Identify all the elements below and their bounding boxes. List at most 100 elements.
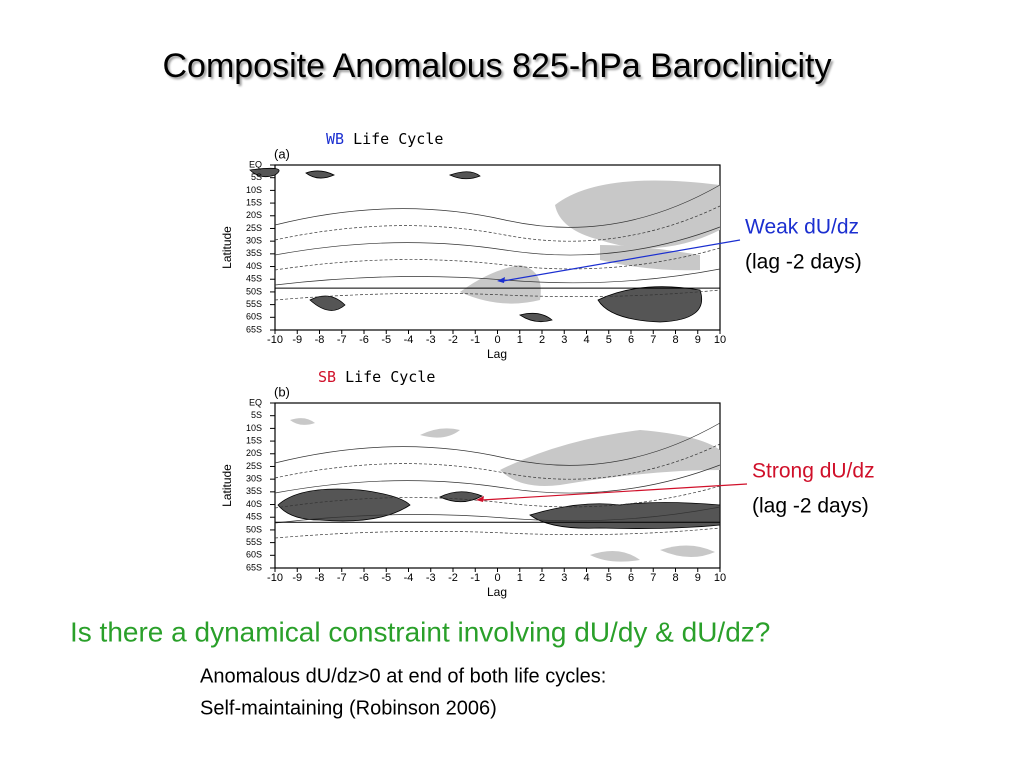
lag-tick-label: -2: [448, 334, 458, 346]
lag-tick-label: 9: [695, 334, 701, 346]
strong-region: [448, 171, 481, 180]
lag-tick-label: 10: [714, 334, 726, 346]
lat-tick-label: 45S: [246, 512, 262, 522]
lag-tick-label: -6: [359, 334, 369, 346]
lat-tick-label: 25S: [246, 461, 262, 471]
slide-title: Composite Anomalous 825-hPa Baroclinicit…: [162, 47, 831, 85]
lat-tick-label: 20S: [246, 210, 262, 220]
lat-tick-label: 60S: [246, 550, 262, 560]
lat-tick-label: 40S: [246, 499, 262, 509]
plot-area: [274, 402, 721, 569]
contour: [274, 443, 721, 480]
lat-tick-label: 55S: [246, 299, 262, 309]
lat-tick-label: 25S: [246, 223, 262, 233]
contour: [274, 527, 721, 539]
lag-tick-label: 4: [583, 572, 589, 584]
lag-tick-label: 2: [539, 572, 545, 584]
lat-tick-label: 45S: [246, 274, 262, 284]
annotation: (lag -2 days): [745, 251, 862, 274]
lat-tick-label: 35S: [246, 248, 262, 258]
lag-tick-label: 9: [695, 572, 701, 584]
lat-tick-label: 15S: [246, 435, 262, 445]
strong-region: [439, 491, 483, 503]
annotation: Weak dU/dz: [745, 216, 859, 239]
lat-tick-label: 10S: [246, 185, 262, 195]
contour: [274, 289, 721, 301]
pointer-arrow: [502, 239, 741, 282]
lat-tick-label: EQ: [249, 397, 262, 407]
header-tag: WB: [326, 130, 344, 148]
panel-header: WB Life Cycle: [326, 130, 443, 148]
lag-tick-label: 3: [561, 572, 567, 584]
x-axis-label: Lag: [487, 347, 507, 361]
positive-region: [420, 428, 460, 438]
lag-tick-label: -5: [381, 572, 391, 584]
lag-tick-label: 8: [672, 334, 678, 346]
lat-tick-label: 30S: [246, 236, 262, 246]
panel-label: (a): [274, 146, 290, 161]
lag-tick-label: -8: [315, 572, 325, 584]
lag-tick-label: -9: [292, 334, 302, 346]
panel: EQ5S10S15S20S25S30S35S40S45S50S55S60S65S…: [220, 130, 862, 362]
lag-tick-label: 4: [583, 334, 589, 346]
lag-tick-label: -7: [337, 334, 347, 346]
lat-tick-label: 10S: [246, 423, 262, 433]
lag-tick-label: 7: [650, 334, 656, 346]
positive-region: [500, 430, 720, 486]
positive-region: [290, 418, 315, 425]
lag-tick-label: 6: [628, 572, 634, 584]
y-axis-label: Latitude: [220, 226, 234, 269]
lag-tick-label: 5: [606, 334, 612, 346]
positive-region: [660, 545, 715, 558]
contour: [274, 226, 721, 256]
lag-tick-label: -5: [381, 334, 391, 346]
lat-tick-label: 30S: [246, 474, 262, 484]
header-text: Life Cycle: [353, 130, 443, 148]
lat-tick-label: 35S: [246, 486, 262, 496]
lag-tick-label: -4: [404, 334, 414, 346]
strong-region: [305, 170, 335, 179]
positive-region: [555, 180, 720, 248]
contour: [274, 485, 721, 509]
arrow-head: [497, 277, 505, 283]
positive-region: [590, 551, 640, 562]
contour: [274, 506, 721, 524]
lat-tick-label: EQ: [249, 159, 262, 169]
lag-tick-label: -8: [315, 334, 325, 346]
note: Self-maintaining (Robinson 2006): [200, 697, 497, 719]
lag-tick-label: 7: [650, 572, 656, 584]
lag-tick-label: -9: [292, 572, 302, 584]
note: Anomalous dU/dz>0 at end of both life cy…: [200, 665, 606, 687]
lag-tick-label: 10: [714, 572, 726, 584]
lag-tick-label: 8: [672, 572, 678, 584]
lat-tick-label: 65S: [246, 324, 262, 334]
lat-tick-label: 20S: [246, 448, 262, 458]
x-axis-label: Lag: [487, 585, 507, 599]
arrow-head: [476, 496, 484, 502]
lag-tick-label: 0: [494, 334, 500, 346]
lag-tick-label: -4: [404, 572, 414, 584]
question: Is there a dynamical constraint involvin…: [70, 616, 770, 647]
contour: [274, 184, 721, 228]
lat-tick-label: 5S: [251, 410, 262, 420]
panel-label: (b): [274, 384, 290, 399]
y-axis-label: Latitude: [220, 464, 234, 507]
lag-tick-label: 6: [628, 334, 634, 346]
pointer-arrow: [481, 483, 748, 501]
strong-region: [249, 167, 280, 178]
annotation: (lag -2 days): [752, 495, 869, 518]
contour: [274, 247, 721, 271]
lag-tick-label: -10: [267, 334, 283, 346]
strong-region: [519, 312, 553, 323]
lag-tick-label: 1: [517, 334, 523, 346]
lat-tick-label: 40S: [246, 261, 262, 271]
header-text: Life Cycle: [345, 368, 435, 386]
contour: [274, 422, 721, 466]
lat-tick-label: 50S: [246, 524, 262, 534]
contour: [274, 464, 721, 494]
lag-tick-label: -3: [426, 334, 436, 346]
lat-tick-label: 55S: [246, 537, 262, 547]
panel: EQ5S10S15S20S25S30S35S40S45S50S55S60S65S…: [220, 368, 874, 600]
lag-tick-label: 3: [561, 334, 567, 346]
